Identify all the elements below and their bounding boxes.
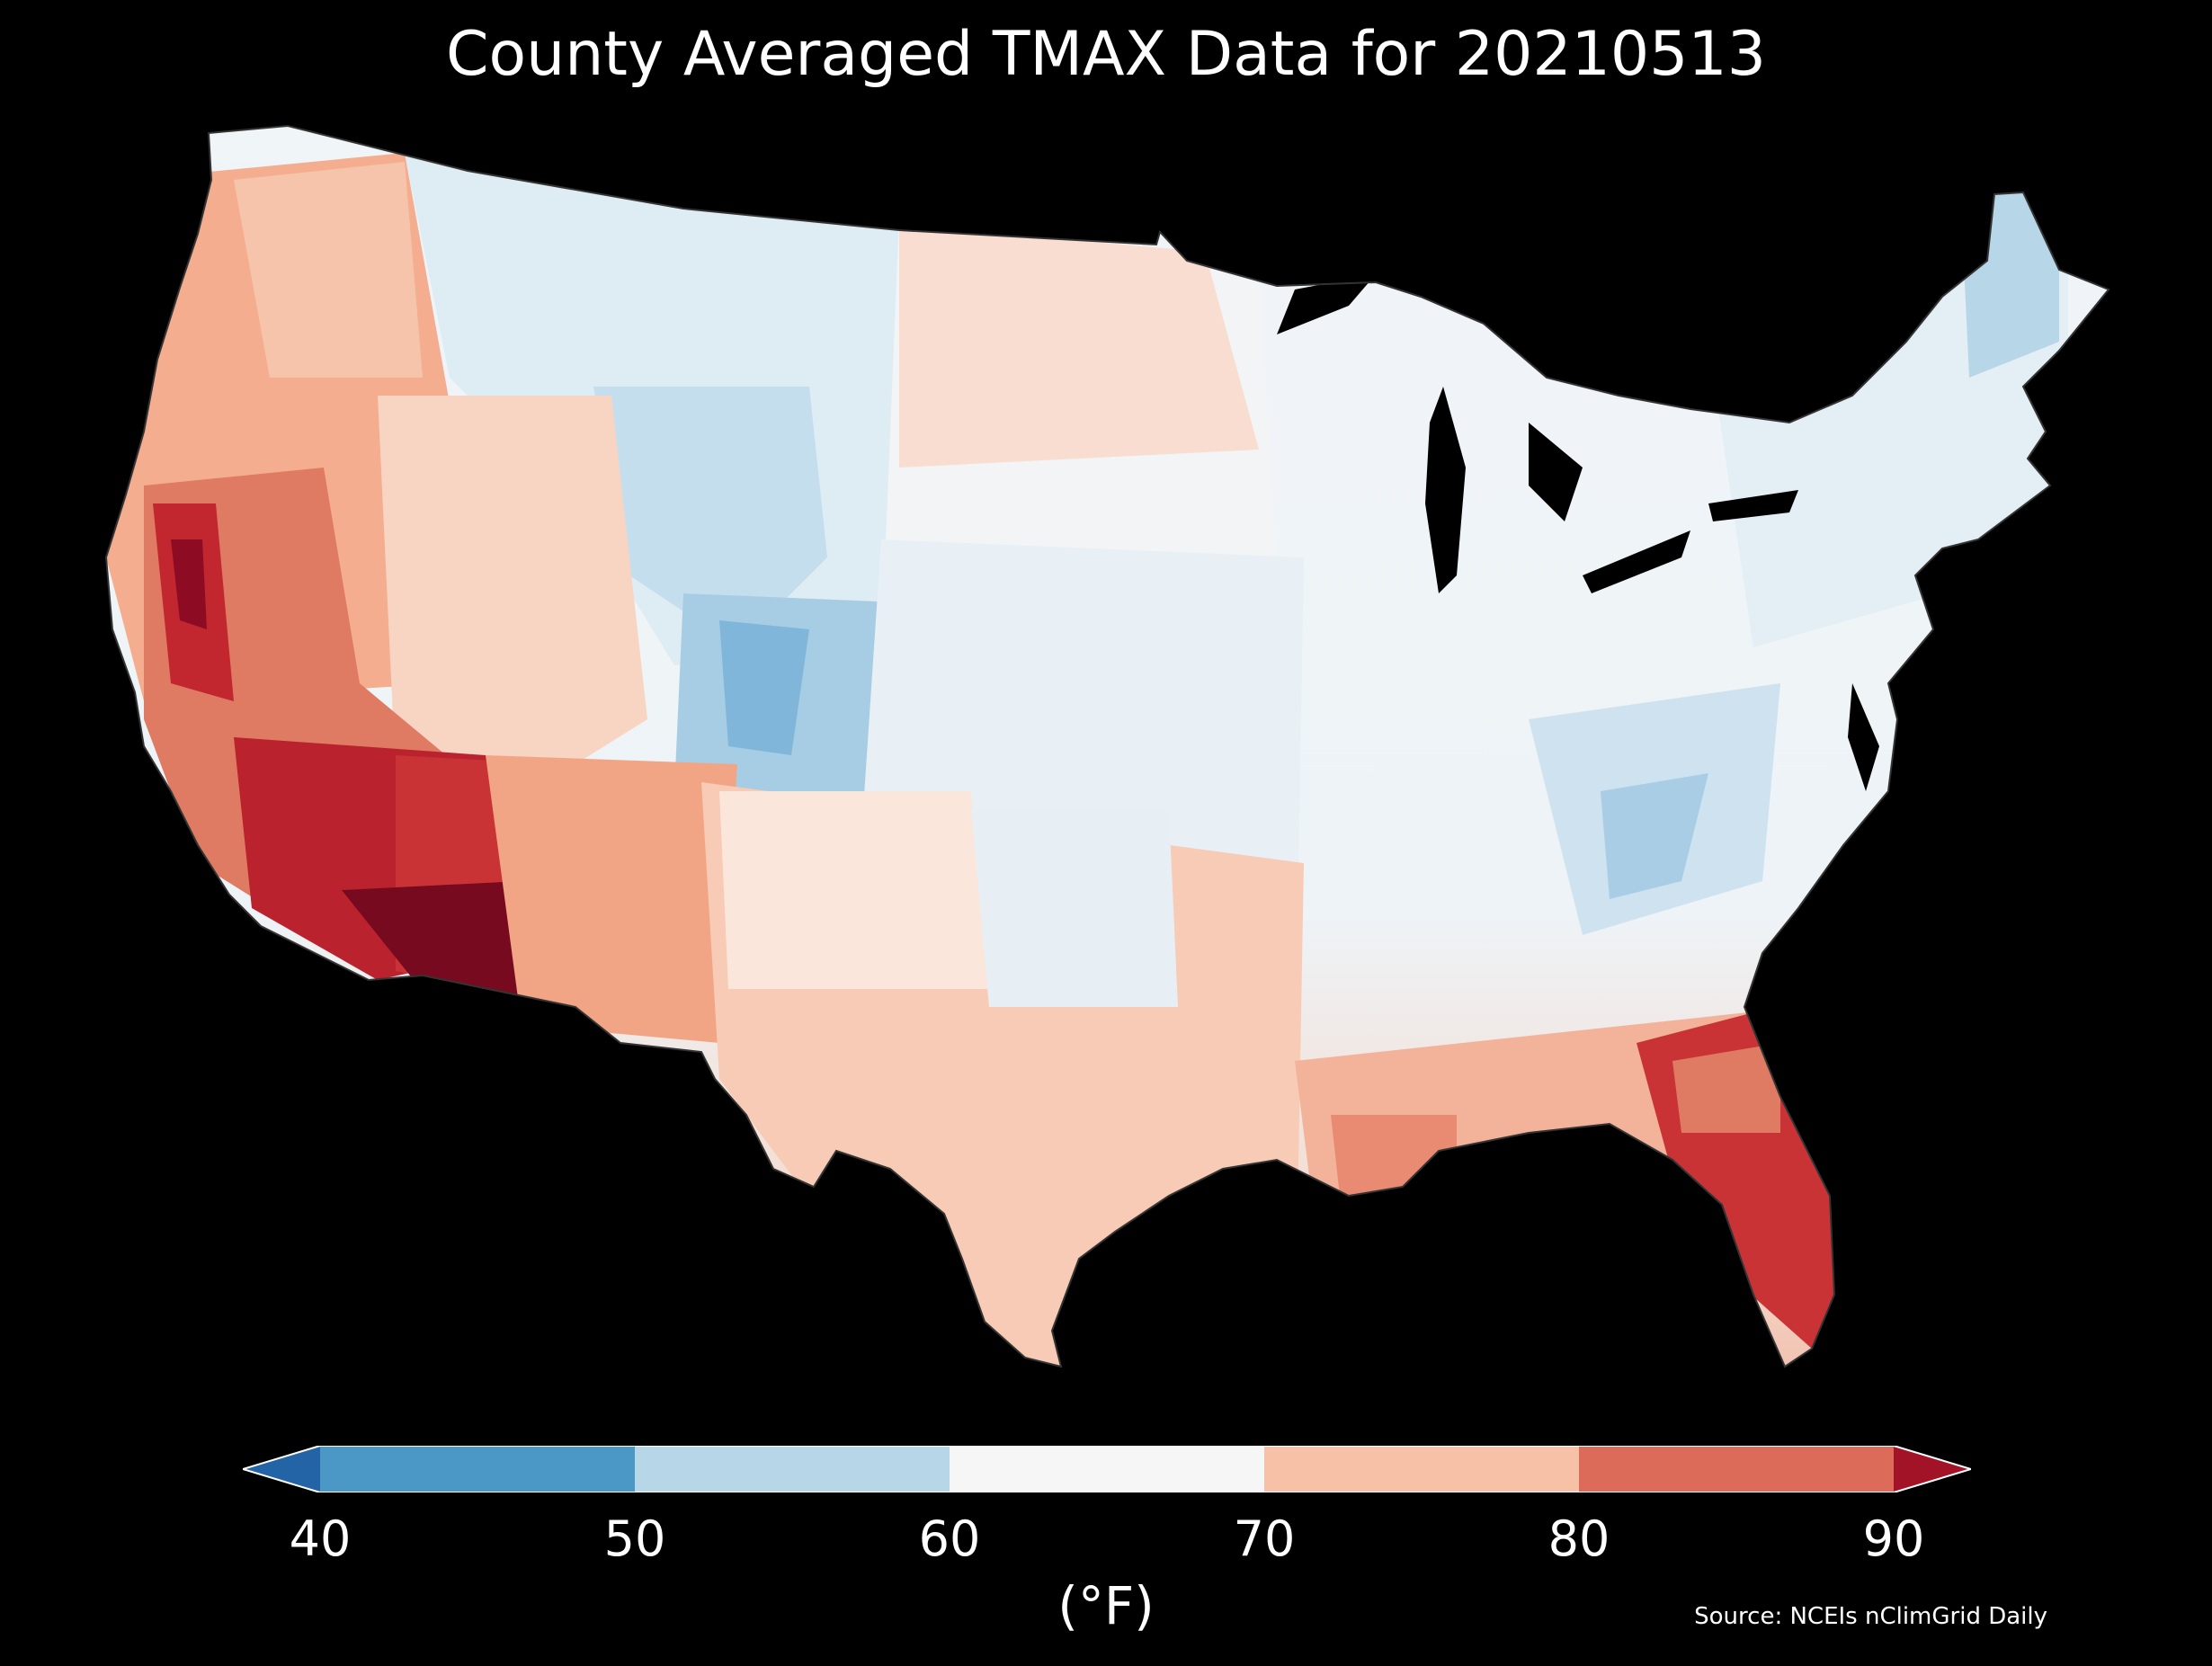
colorbar-bin [1579, 1446, 1894, 1492]
colorbar-tick-label: 80 [1548, 1510, 1610, 1567]
region-louisiana-coast [1331, 1115, 1457, 1196]
region-florida [1637, 989, 1852, 1367]
map-title: County Averaged TMAX Data for 20210513 [446, 19, 1766, 90]
lake-erie [1583, 530, 1690, 593]
region-great-basin [378, 396, 647, 809]
region-sacramento-hot [171, 539, 207, 629]
colorbar-tick-label: 90 [1862, 1510, 1925, 1567]
lake-superior [1277, 274, 1376, 334]
region-arizona-desert [342, 881, 540, 998]
colorbar-tick-label: 40 [289, 1510, 352, 1567]
lake-ontario [1708, 490, 1798, 521]
colorbar-unit-label: (°F) [1057, 1575, 1155, 1636]
source-credit: Source: NCEIs nClimGrid Daily [1694, 1603, 2047, 1630]
colorbar [243, 1446, 1971, 1492]
region-panhandle [719, 791, 989, 989]
lake-michigan [1425, 387, 1466, 593]
colorbar-bin [320, 1446, 635, 1492]
colorbar-tick-label: 70 [1233, 1510, 1296, 1567]
region-north-florida [1672, 1043, 1780, 1133]
region-colorado-peaks [719, 620, 809, 755]
colorbar-under-arrow [243, 1446, 320, 1492]
colorbar-bin [950, 1446, 1264, 1492]
region-dakotas-warm [899, 225, 1259, 468]
colorbar-tick-label: 60 [918, 1510, 981, 1567]
colorbar-bin [635, 1446, 950, 1492]
region-oklahoma-cool [971, 809, 1178, 1007]
colorbar-tick-label: 50 [603, 1510, 666, 1567]
lake-huron [1529, 423, 1583, 521]
colorbar-bins [320, 1446, 1894, 1492]
us-outline [104, 124, 2110, 1368]
region-new-mexico [486, 755, 737, 1043]
region-smokies [1601, 773, 1708, 899]
colorbar-bin [1264, 1446, 1579, 1492]
region-wyoming-cool [593, 387, 827, 647]
colorbar-over-arrow [1894, 1446, 1971, 1492]
chesapeake-bay [1848, 683, 1879, 791]
region-inland-northwest [234, 162, 423, 378]
